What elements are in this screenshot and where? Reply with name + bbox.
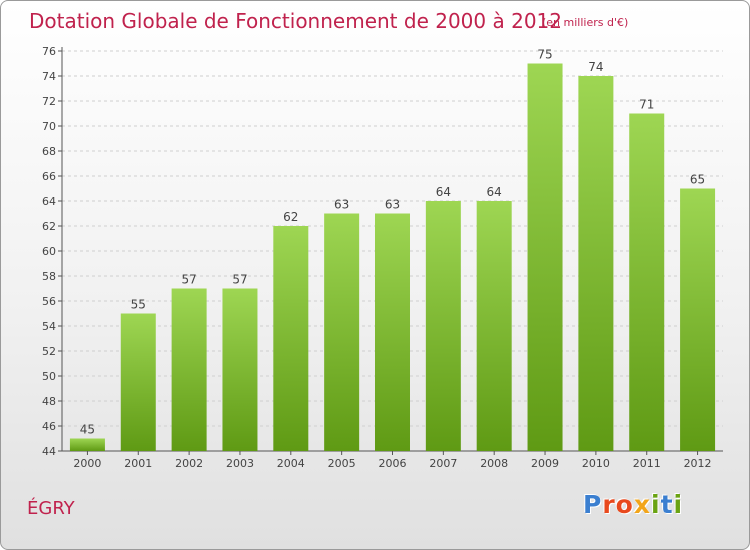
bar-2002 bbox=[171, 288, 207, 451]
y-tick-label: 56 bbox=[42, 295, 56, 308]
bar-2012 bbox=[680, 188, 716, 451]
place-name: ÉGRY bbox=[27, 498, 75, 519]
data-label-2001: 55 bbox=[131, 298, 146, 312]
x-tick-label-2007: 2007 bbox=[429, 457, 457, 470]
y-tick-label: 76 bbox=[42, 45, 56, 58]
chart-title: Dotation Globale de Fonctionnement de 20… bbox=[29, 9, 562, 33]
x-tick-label-2002: 2002 bbox=[175, 457, 203, 470]
bar-2008 bbox=[476, 201, 512, 451]
x-tick-label-2000: 2000 bbox=[73, 457, 101, 470]
x-tick-label-2001: 2001 bbox=[124, 457, 152, 470]
y-tick-label: 60 bbox=[42, 245, 56, 258]
bar-2011 bbox=[629, 113, 665, 451]
logo-letter: t bbox=[660, 490, 674, 519]
data-label-2005: 63 bbox=[334, 198, 349, 212]
y-tick-label: 48 bbox=[42, 395, 56, 408]
y-tick-label: 54 bbox=[42, 320, 56, 333]
data-label-2000: 45 bbox=[80, 423, 95, 437]
logo-letter: i bbox=[673, 490, 684, 519]
y-tick-label: 72 bbox=[42, 95, 56, 108]
x-tick-label-2012: 2012 bbox=[684, 457, 712, 470]
data-label-2006: 63 bbox=[385, 198, 400, 212]
bars bbox=[69, 63, 716, 451]
y-tick-label: 58 bbox=[42, 270, 56, 283]
bar-2007 bbox=[425, 201, 461, 451]
y-tick-label: 66 bbox=[42, 170, 56, 183]
bar-2006 bbox=[375, 213, 410, 451]
x-tick-label-2005: 2005 bbox=[328, 457, 356, 470]
bar-2004 bbox=[273, 226, 309, 451]
y-tick-label: 46 bbox=[42, 420, 56, 433]
logo-letter: r bbox=[602, 490, 616, 519]
logo-letter: o bbox=[615, 490, 634, 519]
y-tick-label: 68 bbox=[42, 145, 56, 158]
bar-2009 bbox=[527, 63, 563, 451]
proxiti-logo[interactable]: Proxiti bbox=[583, 490, 683, 519]
x-tick-label-2010: 2010 bbox=[582, 457, 610, 470]
chart-subtitle: (en milliers d'€) bbox=[542, 16, 629, 29]
y-tick-label: 70 bbox=[42, 120, 56, 133]
y-tick-label: 62 bbox=[42, 220, 56, 233]
data-label-2003: 57 bbox=[232, 273, 247, 287]
bar-2000 bbox=[69, 438, 105, 451]
logo-letter: i bbox=[651, 490, 661, 519]
bar-2005 bbox=[324, 213, 360, 451]
logo-letter: x bbox=[633, 490, 651, 519]
x-tick-label-2003: 2003 bbox=[226, 457, 254, 470]
x-tick-label-2011: 2011 bbox=[633, 457, 661, 470]
data-label-2012: 65 bbox=[690, 173, 705, 187]
data-label-2002: 57 bbox=[181, 273, 196, 287]
y-tick-label: 74 bbox=[42, 70, 56, 83]
x-tick-label-2009: 2009 bbox=[531, 457, 559, 470]
labels: 44 46 48 50 52 54 56 58 60 62 64 66 68 70 72 74 76 45 2000… bbox=[42, 45, 712, 470]
x-tick-label-2004: 2004 bbox=[277, 457, 305, 470]
bar-2003 bbox=[222, 288, 258, 451]
y-tick-label: 50 bbox=[42, 370, 56, 383]
data-label-2007: 64 bbox=[436, 185, 451, 199]
bar-2010 bbox=[578, 76, 614, 451]
data-label-2011: 71 bbox=[639, 98, 654, 112]
y-tick-label: 44 bbox=[42, 445, 56, 458]
data-label-2009: 75 bbox=[537, 48, 552, 62]
y-tick-label: 52 bbox=[42, 345, 56, 358]
data-label-2004: 62 bbox=[283, 210, 298, 224]
logo-letter: P bbox=[583, 490, 603, 519]
bar-2001 bbox=[120, 313, 156, 451]
x-tick-label-2006: 2006 bbox=[379, 457, 407, 470]
data-label-2010: 74 bbox=[588, 60, 603, 74]
data-label-2008: 64 bbox=[487, 185, 502, 199]
x-tick-label-2008: 2008 bbox=[480, 457, 508, 470]
y-tick-label: 64 bbox=[42, 195, 56, 208]
